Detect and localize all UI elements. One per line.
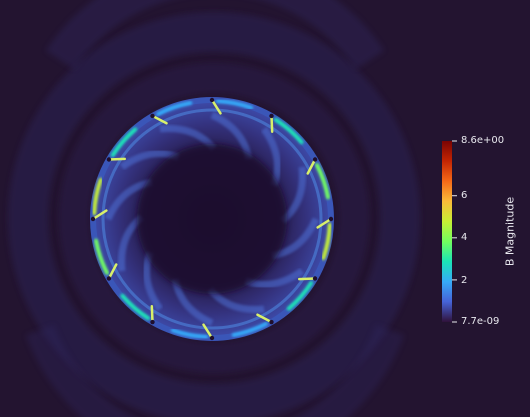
high-field-ring-segments bbox=[92, 99, 332, 339]
stator-outer-field bbox=[8, 0, 420, 417]
slot-marker bbox=[269, 319, 274, 325]
ring-field-segment bbox=[315, 163, 330, 200]
slot-markers bbox=[90, 97, 334, 341]
colorbar bbox=[442, 140, 457, 323]
slot-marker bbox=[107, 157, 126, 161]
ring-field-segment bbox=[215, 99, 254, 110]
colorbar-title: B Magnitude bbox=[503, 196, 517, 267]
ring-field-segment bbox=[110, 127, 138, 157]
ring-field-segment bbox=[286, 281, 314, 311]
ring-field-segment bbox=[170, 328, 209, 339]
slot-marker bbox=[210, 98, 222, 115]
slot-marker bbox=[256, 313, 273, 324]
slot-marker bbox=[269, 113, 274, 119]
colorbar-ticks bbox=[452, 140, 457, 323]
slot-marker bbox=[107, 263, 118, 280]
ring-field-segment bbox=[92, 177, 103, 216]
slot-marker bbox=[202, 323, 214, 340]
slot-marker bbox=[328, 216, 334, 222]
ring-field-segment bbox=[321, 222, 332, 261]
slot-marker bbox=[150, 113, 155, 119]
ring-field-segment bbox=[156, 101, 193, 116]
slot-marker bbox=[91, 209, 108, 221]
slot-marker bbox=[151, 114, 168, 125]
ring-field-segment bbox=[120, 293, 150, 321]
colorbar-min-label: 7.7e-09 bbox=[461, 316, 500, 327]
magnet-ring bbox=[90, 97, 334, 341]
colorbar-tick-label: 6 bbox=[461, 190, 468, 201]
ring-field-segment bbox=[274, 117, 304, 145]
ring-field-segment bbox=[94, 238, 109, 275]
colorbar-gradient bbox=[442, 141, 452, 322]
colorbar-tick-label: 2 bbox=[461, 275, 468, 286]
slot-marker bbox=[312, 276, 318, 281]
rotor-interior bbox=[94, 101, 330, 337]
slot-marker bbox=[150, 305, 154, 324]
slot-marker bbox=[316, 217, 333, 229]
slot-marker bbox=[306, 158, 317, 175]
slot-marker bbox=[270, 114, 274, 133]
slot-marker bbox=[150, 319, 155, 325]
slot-marker bbox=[106, 276, 112, 281]
ring-field-segment bbox=[231, 322, 268, 337]
slot-marker bbox=[106, 157, 112, 162]
colorbar-tick-label: 4 bbox=[461, 232, 468, 243]
slot-marker bbox=[209, 97, 215, 103]
slot-marker bbox=[298, 277, 317, 281]
slot-marker bbox=[312, 157, 318, 162]
slot-marker bbox=[209, 335, 215, 341]
slot-marker bbox=[90, 216, 96, 222]
colorbar-max-label: 8.6e+00 bbox=[461, 135, 505, 146]
